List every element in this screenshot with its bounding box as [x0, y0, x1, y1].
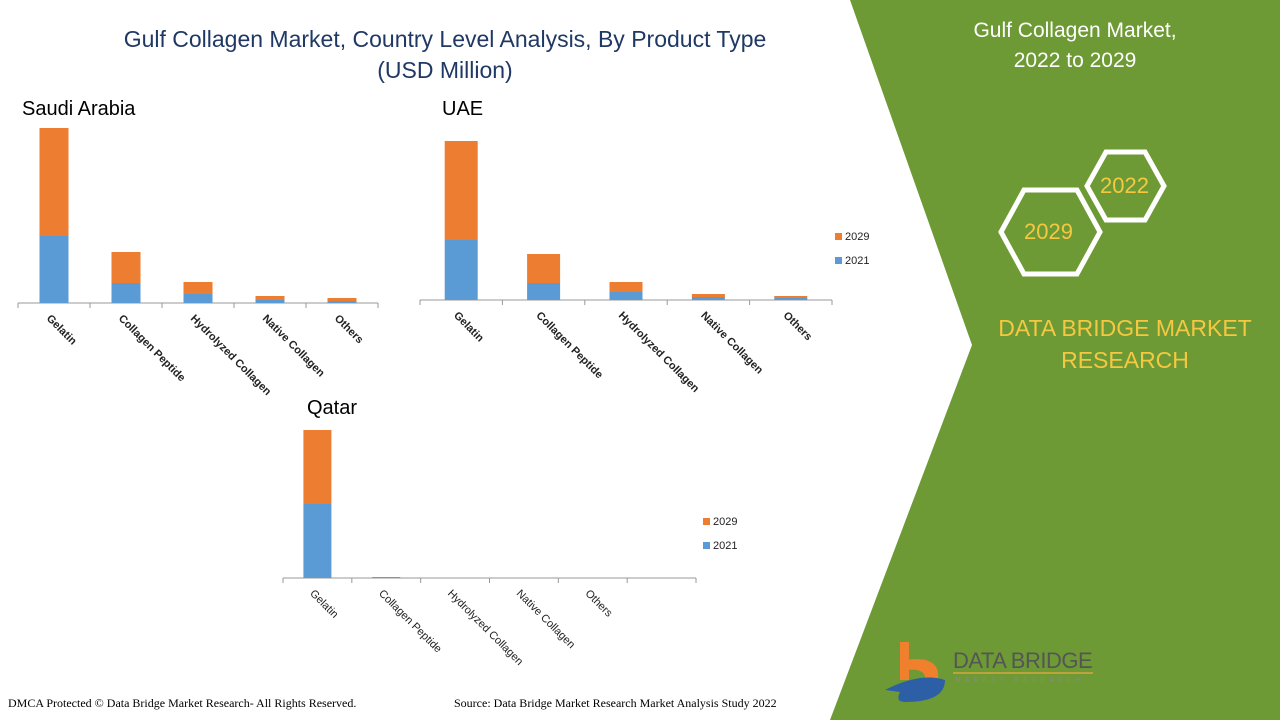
bar-2029-collagen-peptide: [372, 577, 401, 578]
bar-2021-hydrolyzed-collagen: [183, 294, 213, 303]
x-tick-label: Others: [583, 588, 615, 620]
legend-label-2029: 2029: [845, 231, 869, 243]
bar-2029-others: [327, 298, 357, 301]
hexagon-2022: [1084, 149, 1167, 223]
logo-text: DATA BRIDGE: [953, 648, 1093, 673]
bar-2021-others: [327, 301, 357, 303]
bar-2021-gelatin: [39, 236, 69, 303]
bar-2029-collagen-peptide: [527, 254, 561, 283]
legend-label-2021: 2021: [845, 255, 869, 267]
x-tick-label: Collagen Peptide: [376, 588, 444, 656]
chart-title: Gulf Collagen Market, Country Level Anal…: [123, 26, 767, 83]
bar-2021-gelatin: [444, 240, 478, 300]
bar-2021-gelatin: [303, 504, 332, 578]
x-tick-label: Others: [332, 313, 366, 347]
chart-title-uae: UAE: [442, 98, 484, 120]
logo-icon: [885, 642, 945, 702]
x-tick-label: Collagen Peptide: [533, 310, 605, 382]
x-tick-label: Others: [781, 310, 815, 344]
bar-2021-native-collagen: [255, 300, 285, 303]
legend-label-2029: 2029: [713, 516, 737, 528]
bar-2029-hydrolyzed-collagen: [609, 282, 643, 292]
x-tick-label: Collagen Peptide: [116, 313, 188, 385]
hex-label-2022: 2022: [1100, 173, 1149, 198]
bar-2021-collagen-peptide: [111, 283, 141, 303]
legend-label-2021: 2021: [713, 540, 737, 552]
side-title: Gulf Collagen Market, 2022 to 2029: [973, 19, 1177, 72]
bar-2029-gelatin: [303, 430, 332, 504]
bar-2029-collagen-peptide: [111, 252, 141, 283]
bar-2021-hydrolyzed-collagen: [609, 292, 643, 300]
x-tick-label: Native Collagen: [514, 588, 577, 651]
bar-2021-collagen-peptide: [527, 283, 561, 300]
footer-copyright: DMCA Protected © Data Bridge Market Rese…: [8, 696, 357, 710]
bar-2029-native-collagen: [255, 296, 285, 300]
legend-swatch-2029: [835, 233, 842, 240]
legend-swatch-2021: [703, 542, 710, 549]
chart-title-qatar: Qatar: [307, 397, 358, 419]
hexagon-2029: [998, 187, 1103, 277]
chart-title-saudi: Saudi Arabia: [22, 98, 136, 120]
hex-label-2029: 2029: [1024, 219, 1073, 244]
footer-source: Source: Data Bridge Market Research Mark…: [454, 696, 777, 710]
legend-swatch-2029: [703, 518, 710, 525]
x-tick-label: Hydrolyzed Collagen: [188, 313, 274, 399]
x-tick-label: Hydrolyzed Collagen: [445, 588, 525, 668]
side-panel: [830, 0, 1280, 720]
legend-swatch-2021: [835, 257, 842, 264]
x-tick-label: Hydrolyzed Collagen: [616, 310, 702, 396]
x-tick-label: Native Collagen: [260, 313, 327, 380]
bar-2029-gelatin: [444, 141, 478, 240]
bar-2021-collagen-peptide: [372, 577, 401, 578]
logo-subtext: MARKET RESEARCH: [955, 677, 1085, 684]
x-tick-label: Gelatin: [451, 310, 486, 345]
bar-2029-gelatin: [39, 128, 69, 236]
bar-2021-native-collagen: [691, 297, 725, 300]
bar-2029-hydrolyzed-collagen: [183, 282, 213, 294]
bar-2029-others: [774, 296, 808, 298]
brand-name: DATA BRIDGE MARKET RESEARCH: [998, 315, 1252, 373]
x-tick-label: Gelatin: [307, 588, 340, 621]
x-tick-label: Gelatin: [44, 313, 79, 348]
bar-2021-others: [774, 298, 808, 300]
bar-2029-native-collagen: [691, 294, 725, 297]
x-tick-label: Native Collagen: [698, 310, 765, 377]
